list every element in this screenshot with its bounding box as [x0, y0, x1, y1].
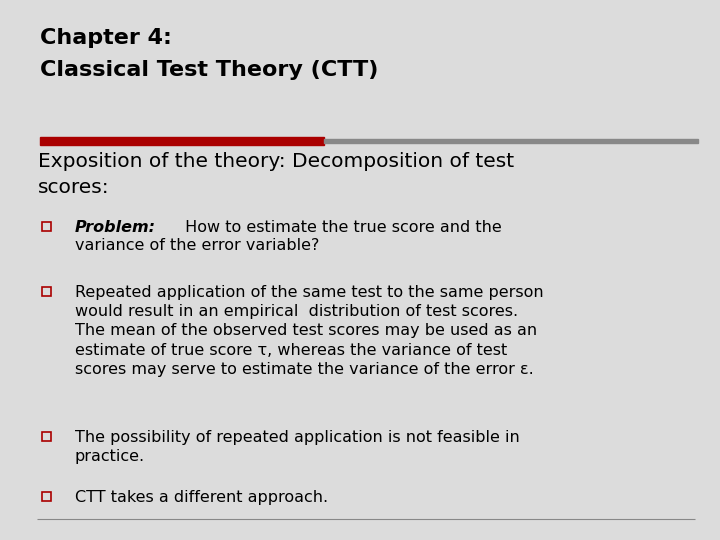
- Text: Chapter 4:: Chapter 4:: [40, 28, 172, 48]
- Bar: [42, 222, 51, 231]
- Text: Exposition of the theory: Decomposition of test: Exposition of the theory: Decomposition …: [38, 152, 514, 171]
- Text: scores:: scores:: [38, 178, 109, 197]
- Text: Problem:: Problem:: [75, 220, 156, 235]
- Text: Repeated application of the same test to the same person
would result in an empi: Repeated application of the same test to…: [75, 285, 544, 377]
- Bar: [42, 432, 51, 441]
- Bar: [40, 137, 324, 145]
- Bar: [324, 139, 698, 143]
- Bar: [42, 287, 51, 296]
- Bar: [42, 492, 51, 501]
- Text: variance of the error variable?: variance of the error variable?: [75, 238, 320, 253]
- Text: CTT takes a different approach.: CTT takes a different approach.: [75, 490, 328, 505]
- Text: The possibility of repeated application is not feasible in
practice.: The possibility of repeated application …: [75, 430, 520, 464]
- Text: How to estimate the true score and the: How to estimate the true score and the: [179, 220, 501, 235]
- Text: Classical Test Theory (CTT): Classical Test Theory (CTT): [40, 60, 379, 80]
